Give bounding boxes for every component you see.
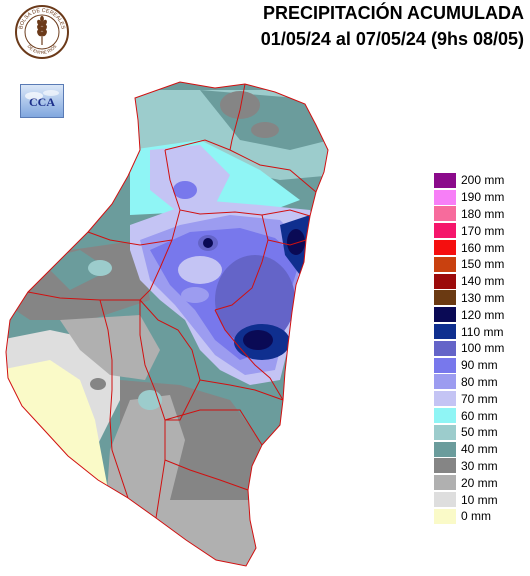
legend-label: 60 mm [461, 408, 498, 423]
legend-label: 40 mm [461, 442, 498, 457]
legend-swatch [434, 475, 456, 491]
legend-swatch [434, 374, 456, 390]
legend-item: 0 mm [434, 508, 526, 525]
legend-item: 10 mm [434, 491, 526, 508]
legend-item: 140 mm [434, 273, 526, 290]
legend-label: 20 mm [461, 475, 498, 490]
legend-swatch [434, 307, 456, 323]
legend-item: 160 mm [434, 239, 526, 256]
legend-item: 40 mm [434, 441, 526, 458]
legend-swatch [434, 340, 456, 356]
legend-item: 180 mm [434, 206, 526, 223]
legend-swatch [434, 240, 456, 256]
legend-label: 90 mm [461, 358, 498, 373]
legend-swatch [434, 492, 456, 508]
legend-label: 130 mm [461, 290, 505, 305]
legend-item: 130 mm [434, 290, 526, 307]
legend-item: 80 mm [434, 374, 526, 391]
legend-item: 190 mm [434, 189, 526, 206]
legend-swatch [434, 324, 456, 340]
cca-logo: CCA [20, 84, 64, 118]
legend-item: 120 mm [434, 306, 526, 323]
legend-label: 170 mm [461, 223, 505, 238]
legend-item: 70 mm [434, 390, 526, 407]
legend-item: 60 mm [434, 407, 526, 424]
legend-swatch [434, 290, 456, 306]
legend-label: 80 mm [461, 374, 498, 389]
legend-swatch [434, 357, 456, 373]
legend-label: 100 mm [461, 341, 505, 356]
legend-label: 120 mm [461, 307, 505, 322]
legend-label: 10 mm [461, 492, 498, 507]
legend-swatch [434, 391, 456, 407]
legend-swatch [434, 441, 456, 457]
legend-swatch [434, 458, 456, 474]
legend-label: 200 mm [461, 173, 505, 188]
bolsa-cereales-logo: BOLSA DE CEREALES DE ENTRE RIOS [15, 5, 69, 59]
legend-swatch [434, 223, 456, 239]
map-title: PRECIPITACIÓN ACUMULADA [263, 3, 524, 23]
precipitation-fields [6, 82, 328, 566]
legend-swatch [434, 508, 456, 524]
legend-swatch [434, 408, 456, 424]
legend-item: 170 mm [434, 222, 526, 239]
legend-label: 160 mm [461, 240, 505, 255]
legend-item: 20 mm [434, 474, 526, 491]
legend-label: 190 mm [461, 190, 505, 205]
legend-swatch [434, 172, 456, 188]
legend-item: 110 mm [434, 323, 526, 340]
legend-item: 50 mm [434, 424, 526, 441]
legend-label: 0 mm [461, 509, 491, 524]
map-date-range: 01/05/24 al 07/05/24 (9hs 08/05) [260, 29, 524, 49]
precipitation-map [5, 81, 329, 567]
legend-item: 200 mm [434, 172, 526, 189]
legend-swatch [434, 256, 456, 272]
legend-label: 110 mm [461, 324, 504, 339]
legend-label: 70 mm [461, 391, 498, 406]
legend-swatch [434, 424, 456, 440]
legend-label: 150 mm [461, 257, 505, 272]
department-boundaries [5, 81, 329, 567]
legend-swatch [434, 189, 456, 205]
legend-item: 30 mm [434, 458, 526, 475]
legend-label: 140 mm [461, 274, 505, 289]
legend-item: 90 mm [434, 357, 526, 374]
legend-label: 180 mm [461, 206, 505, 221]
legend-swatch [434, 206, 456, 222]
legend-swatch [434, 273, 456, 289]
wheat-icon [37, 15, 47, 45]
legend-label: 30 mm [461, 458, 498, 473]
legend-item: 150 mm [434, 256, 526, 273]
legend-label: 50 mm [461, 425, 498, 440]
legend-item: 100 mm [434, 340, 526, 357]
cca-logo-text: CCA [29, 95, 55, 109]
precipitation-legend: 200 mm 190 mm 180 mm 170 mm 160 mm 150 mm 140 … [434, 172, 526, 525]
